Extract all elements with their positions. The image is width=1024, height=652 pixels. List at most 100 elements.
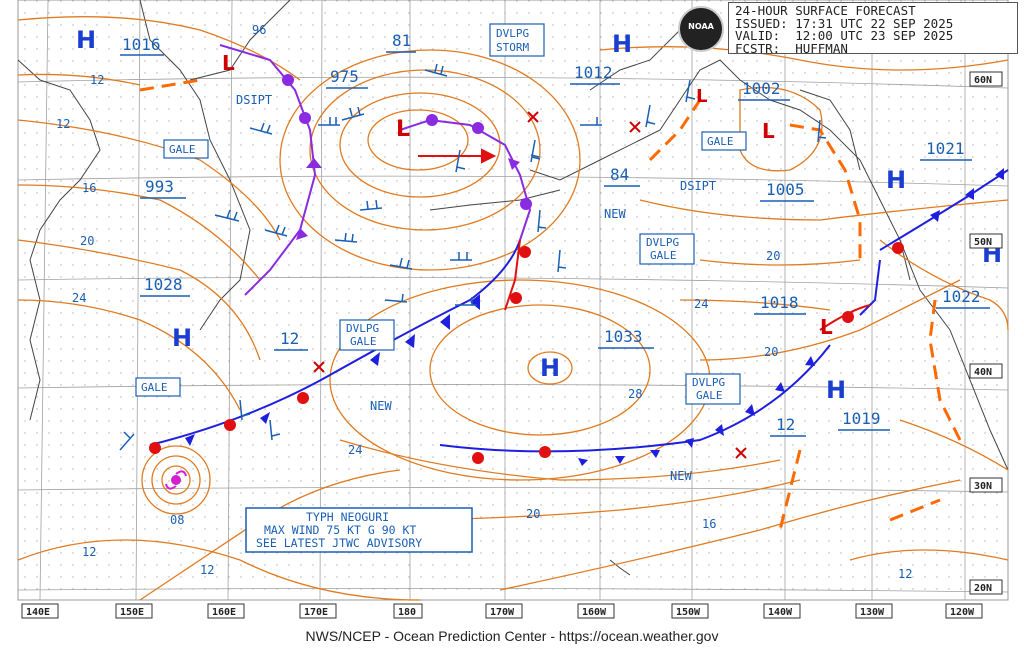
- isobar-label: 12: [200, 563, 214, 577]
- wind-barbs: [119, 63, 827, 451]
- new-label: NEW: [670, 469, 692, 483]
- pressure-value: 1005: [766, 180, 805, 199]
- lon-label: 130W: [860, 607, 885, 618]
- troughs: [139, 78, 962, 531]
- pressure-value: 1022: [942, 287, 981, 306]
- forecast-title: 24-HOUR SURFACE FORECAST: [735, 3, 916, 18]
- dvlpg-label: DVLPG: [646, 236, 679, 249]
- high-letter: H: [886, 166, 906, 194]
- gale-label: GALE: [707, 135, 734, 148]
- pressure-value: 1002: [742, 79, 781, 98]
- low-markers: [313, 111, 747, 459]
- gale-label: GALE: [141, 381, 168, 394]
- new-label: NEW: [370, 399, 392, 413]
- typhoon-advisory-note: SEE LATEST JTWC ADVISORY: [256, 536, 422, 550]
- pressure-value: 12: [280, 329, 299, 348]
- noaa-logo: NOAA: [678, 6, 724, 52]
- gale-label: GALE: [169, 143, 196, 156]
- gale-label: GALE: [350, 335, 377, 348]
- low-letter: L: [696, 86, 707, 107]
- pressure-value: 12: [776, 415, 795, 434]
- lon-label: 180: [398, 607, 416, 618]
- pressure-value: 975: [330, 67, 359, 86]
- high-letter: H: [826, 376, 846, 404]
- valid-time: VALID: 12:00 UTC 23 SEP 2025: [735, 28, 954, 44]
- dsipt-label: DSIPT: [236, 93, 272, 107]
- pressure-value: 1018: [760, 293, 799, 312]
- forecaster: FCSTR: HUFFMAN: [735, 40, 848, 56]
- pressure-value: 1028: [144, 275, 183, 294]
- isobar-label: 24: [72, 291, 86, 305]
- isobar-label: 20: [526, 507, 540, 521]
- low-letter: L: [222, 51, 235, 75]
- isobar-label: 12: [90, 73, 104, 87]
- dvlpg-label: DVLPG: [496, 27, 529, 40]
- lon-label: 120W: [950, 607, 975, 618]
- lat-label: 20N: [974, 583, 992, 594]
- dvlpg-label: DVLPG: [692, 376, 725, 389]
- isobar-label: 12: [82, 545, 96, 559]
- typhoon-symbol: [165, 470, 187, 490]
- typhoon-name: TYPH NEOGURI: [306, 510, 389, 524]
- lon-label: 160W: [582, 607, 607, 618]
- lon-label: 170E: [304, 607, 328, 618]
- low-letter: L: [762, 119, 775, 143]
- lon-label: 140E: [26, 607, 50, 618]
- warm-front-symbols: [149, 242, 904, 464]
- isobar-label: 16: [702, 517, 716, 531]
- longitude-labels: 140E 150E 160E 170E 180 170W 160W 150W 1…: [21, 603, 983, 619]
- gale-label: GALE: [650, 249, 677, 262]
- issued-time: ISSUED: 17:31 UTC 22 SEP 2025: [735, 15, 954, 31]
- pressure-value: 81: [392, 31, 411, 50]
- pressure-value: 84: [610, 165, 629, 184]
- latitude-labels: 60N 50N 40N 30N 20N: [969, 71, 1003, 595]
- isobar-label: 28: [628, 387, 642, 401]
- lon-label: 140W: [768, 607, 793, 618]
- high-letter: H: [540, 354, 560, 382]
- pressure-value: 96: [252, 23, 266, 37]
- plain-annotations: DSIPT DSIPT NEW NEW NEW: [236, 93, 716, 483]
- coastlines: [17, 0, 1009, 576]
- forecast-info-box: 24-HOUR SURFACE FORECAST ISSUED: 17:31 UT…: [728, 2, 1018, 54]
- footer-credit: NWS/NCEP - Ocean Prediction Center - htt…: [305, 628, 719, 644]
- pressure-value: 1019: [842, 409, 881, 428]
- typhoon-advisory: TYPH NEOGURI MAX WIND 75 KT G 90 KT SEE …: [245, 507, 473, 553]
- isobar-label: 20: [766, 249, 780, 263]
- isobar-label: 20: [80, 234, 94, 248]
- high-letter: H: [76, 26, 96, 54]
- lon-label: 150E: [120, 607, 144, 618]
- pressure-value: 1016: [122, 35, 161, 54]
- lon-label: 170W: [490, 607, 515, 618]
- lat-label: 30N: [974, 481, 992, 492]
- high-letter: H: [172, 324, 192, 352]
- lat-label: 50N: [974, 237, 992, 248]
- isobar-label: 20: [764, 345, 778, 359]
- pressure-value: 1012: [574, 63, 613, 82]
- isobar-label: 16: [82, 181, 96, 195]
- pressure-value: 1021: [926, 139, 965, 158]
- storm-label: STORM: [496, 41, 529, 54]
- new-label: NEW: [604, 207, 626, 221]
- dvlpg-label: DVLPG: [346, 322, 379, 335]
- high-letter: H: [612, 30, 632, 58]
- lon-label: 160E: [212, 607, 236, 618]
- occluded-front-symbols: [282, 74, 532, 240]
- storm-motion-arrow: [418, 148, 497, 164]
- dsipt-label: DSIPT: [680, 179, 716, 193]
- isobar-label: 08: [170, 513, 184, 527]
- isobar-label: 12: [898, 567, 912, 581]
- isobar-label: 24: [694, 297, 708, 311]
- pressure-value: 993: [145, 177, 174, 196]
- pressure-value: 1033: [604, 327, 643, 346]
- gale-label: GALE: [696, 389, 723, 402]
- lat-label: 40N: [974, 367, 992, 378]
- logo-text: NOAA: [688, 22, 714, 31]
- central-pressure-values: 1016 975 81 1012 993 1028 12 1033 84 100…: [120, 23, 990, 437]
- low-letter: L: [396, 117, 410, 142]
- low-letter: L: [820, 315, 833, 339]
- lon-label: 150W: [676, 607, 701, 618]
- lat-label: 60N: [974, 75, 992, 86]
- boxed-annotations: GALE GALE GALE DVLPG STORM DVLPG GALE DV…: [135, 23, 747, 405]
- typhoon-max-wind: MAX WIND 75 KT G 90 KT: [264, 523, 416, 537]
